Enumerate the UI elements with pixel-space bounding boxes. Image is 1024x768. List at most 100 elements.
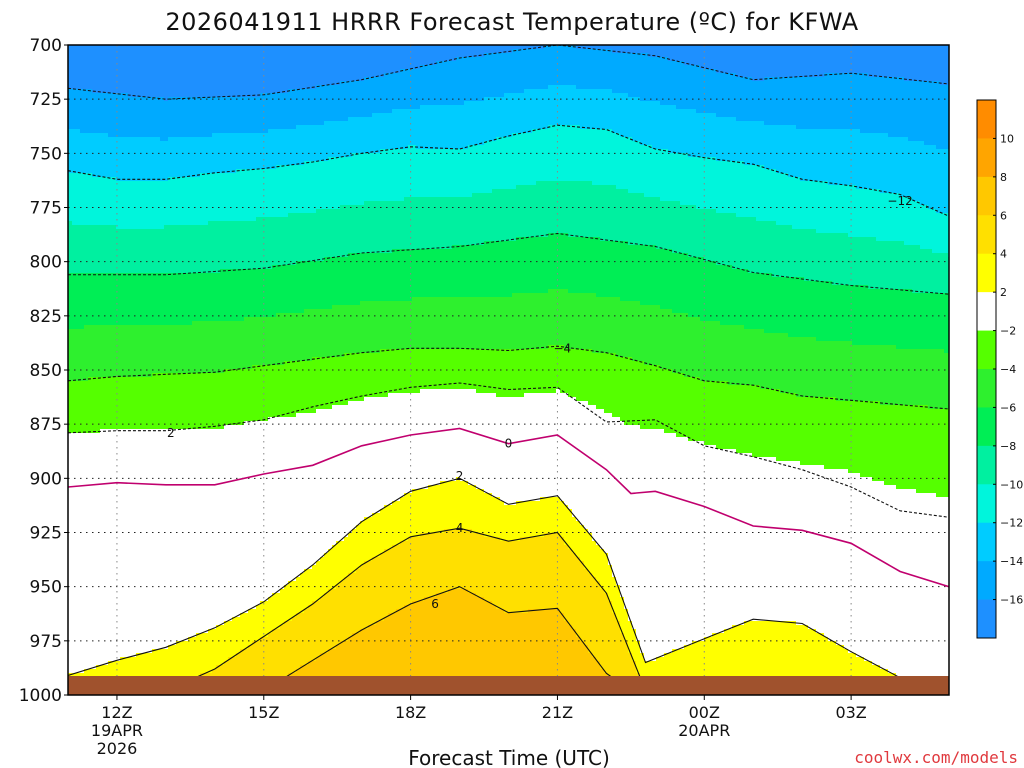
field-cell [208, 97, 213, 138]
field-cell [832, 185, 837, 234]
field-cell [884, 193, 889, 242]
field-cell [616, 417, 621, 586]
field-cell [236, 97, 241, 134]
field-cell [924, 145, 929, 206]
field-cell [240, 649, 245, 695]
field-cell [636, 141, 641, 194]
field-cell [304, 413, 309, 570]
field-cell [728, 73, 733, 118]
field-cell [668, 249, 673, 310]
field-cell [844, 401, 849, 470]
field-cell [744, 165, 749, 218]
field-cell [232, 425, 237, 618]
field-cell [488, 53, 493, 98]
field-cell [312, 261, 317, 310]
field-cell [724, 45, 729, 74]
field-cell [104, 429, 109, 666]
field-cell [404, 493, 409, 542]
field-cell [480, 101, 485, 146]
field-cell [348, 253, 353, 306]
field-cell [888, 241, 893, 290]
field-cell [440, 249, 445, 298]
field-cell [192, 137, 197, 178]
field-cell [204, 45, 209, 98]
field-cell [168, 137, 173, 178]
field-cell [756, 385, 761, 458]
field-cell [340, 357, 345, 406]
field-cell [272, 593, 277, 630]
field-cell [824, 129, 829, 182]
field-cell [428, 249, 433, 298]
field-cell [768, 389, 773, 458]
field-cell [712, 45, 717, 70]
field-cell [476, 45, 481, 58]
field-cell [580, 293, 585, 350]
field-cell [872, 77, 877, 134]
plot-grid [68, 45, 949, 695]
site-credit[interactable]: coolwx.com/models [854, 748, 1018, 767]
field-cell [272, 45, 277, 94]
field-cell [304, 213, 309, 262]
field-cell [724, 449, 729, 630]
field-cell [408, 605, 413, 694]
field-cell [396, 609, 401, 695]
field-cell [508, 241, 513, 298]
field-cell [468, 389, 473, 486]
x-tick-label: 00Z [689, 703, 720, 722]
field-cell [856, 345, 861, 402]
field-cell [712, 321, 717, 382]
field-cell [628, 425, 633, 622]
field-cell [540, 393, 545, 498]
field-cell [464, 57, 469, 102]
field-cell [792, 277, 797, 338]
field-cell [244, 221, 249, 270]
field-cell [516, 349, 521, 398]
field-cell [364, 253, 369, 302]
field-cell [484, 601, 489, 694]
field-cell [712, 381, 717, 446]
field-cell [344, 405, 349, 538]
field-cell [824, 181, 829, 234]
field-cell [468, 245, 473, 298]
field-cell [516, 293, 521, 350]
field-cell [732, 213, 737, 270]
field-cell [936, 213, 941, 254]
field-cell [496, 297, 501, 350]
field-cell [884, 241, 889, 290]
field-cell [112, 45, 117, 94]
field-cell [788, 621, 793, 695]
field-cell [680, 61, 685, 110]
field-cell [296, 413, 301, 578]
field-cell [268, 45, 273, 94]
field-cell [452, 245, 457, 298]
field-cell [92, 225, 97, 274]
field-cell [168, 45, 173, 98]
field-cell [432, 485, 437, 534]
field-cell [208, 173, 213, 222]
field-cell [352, 573, 357, 634]
field-cell [280, 45, 285, 94]
field-cell [864, 401, 869, 478]
field-cell [292, 617, 297, 674]
field-cell [368, 353, 373, 398]
field-cell [148, 429, 153, 654]
field-cell [132, 181, 137, 230]
field-cell [408, 109, 413, 146]
field-cell [260, 421, 265, 602]
field-cell [652, 197, 657, 246]
field-cell [476, 297, 481, 350]
field-cell [504, 93, 509, 138]
field-cell [148, 97, 153, 138]
field-cell [680, 45, 685, 62]
colorbar-swatch [977, 561, 996, 600]
field-cell [424, 65, 429, 106]
field-cell [456, 245, 461, 298]
field-cell [536, 129, 541, 182]
field-cell [748, 121, 753, 166]
field-cell [220, 133, 225, 174]
field-cell [200, 633, 205, 674]
field-cell [688, 257, 693, 318]
field-cell [256, 269, 261, 318]
field-cell [300, 313, 305, 362]
field-cell [572, 85, 577, 126]
